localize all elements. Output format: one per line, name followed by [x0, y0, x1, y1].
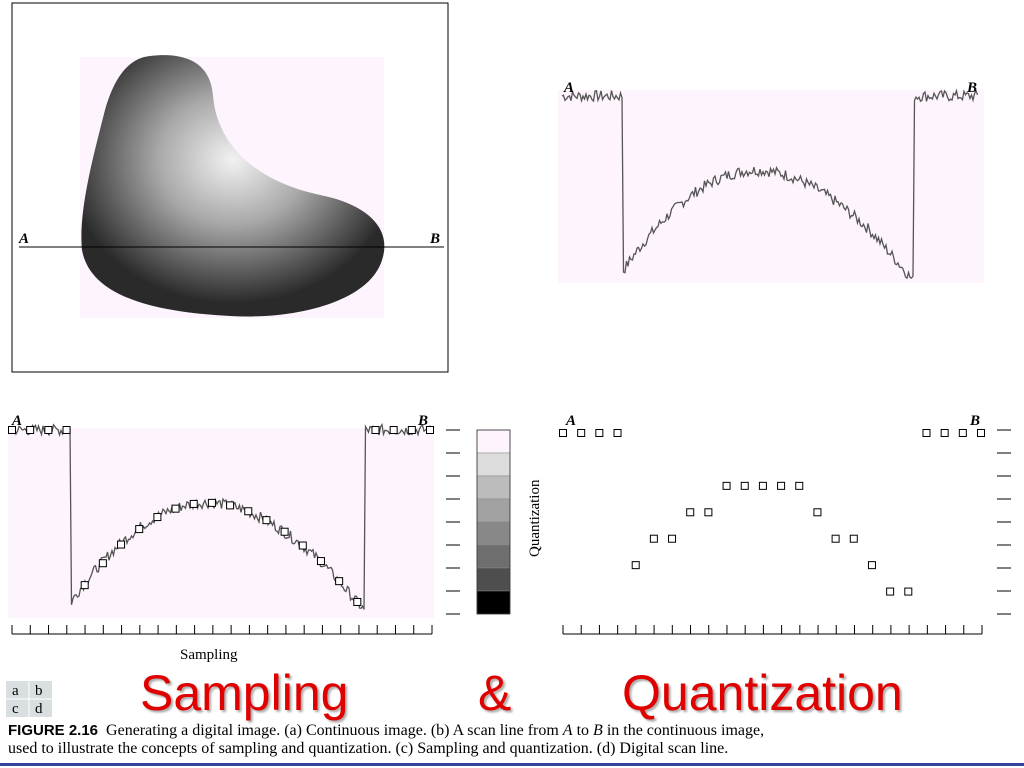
digital-sample-point — [758, 481, 767, 490]
digital-sample-point — [722, 481, 731, 490]
bottom-rule — [0, 763, 1024, 766]
sample-marker — [98, 559, 107, 568]
sample-marker — [62, 426, 71, 434]
digital-sample-point — [849, 534, 858, 543]
sample-marker — [135, 525, 144, 534]
sample-marker — [8, 426, 16, 434]
panel-b: A B — [558, 80, 984, 283]
gray-level-cell — [476, 521, 511, 546]
key-d: d — [35, 701, 43, 717]
gray-level-frame — [476, 429, 511, 615]
sample-marker — [316, 557, 325, 566]
digital-sample-point — [559, 429, 567, 437]
sample-marker — [244, 507, 253, 516]
gray-level-bar — [476, 429, 511, 615]
sample-marker — [262, 516, 271, 525]
sample-marker — [426, 426, 434, 434]
quantization-ticks-d — [997, 429, 1011, 615]
sample-marker — [189, 499, 198, 508]
sample-markers-c — [8, 426, 434, 606]
digital-sample-point — [631, 561, 640, 570]
digital-sample-point — [940, 429, 949, 437]
gray-level-cell — [476, 544, 511, 569]
title-ampersand: & — [478, 665, 512, 721]
sample-marker — [117, 540, 126, 549]
sample-marker — [153, 513, 162, 522]
sampling-axis-d — [562, 625, 983, 635]
digital-sample-point — [904, 587, 913, 596]
caption-line-2: used to illustrate the concepts of sampl… — [8, 740, 729, 757]
gray-level-cell — [476, 429, 511, 454]
digital-sample-point — [922, 429, 931, 437]
sample-marker — [371, 426, 380, 434]
sample-marker — [280, 527, 289, 536]
digital-sample-point — [867, 561, 876, 570]
panel-d-label-a: A — [565, 413, 576, 429]
panel-c-label-b: B — [417, 413, 428, 429]
gray-level-cell — [476, 567, 511, 592]
digital-sample-point — [886, 587, 895, 596]
digital-sample-point — [613, 429, 622, 437]
scan-line-profile-b — [561, 88, 979, 280]
slide-title: Sampling & Quantization — [0, 662, 1024, 728]
sample-marker — [80, 581, 89, 590]
sample-marker — [389, 426, 398, 434]
digital-sample-point — [958, 429, 967, 437]
key-a: a — [12, 683, 19, 699]
figure-label: FIGURE 2.16 — [8, 722, 99, 739]
sample-marker — [171, 504, 180, 513]
gray-level-cell — [476, 475, 511, 500]
quantization-scale: Quantization — [476, 429, 543, 615]
panel-c-label-a: A — [11, 413, 22, 429]
digital-sample-point — [831, 534, 840, 543]
panel-c: A B Sampling — [8, 413, 460, 663]
digital-sample-point — [740, 481, 749, 490]
digital-sample-point — [649, 534, 658, 543]
digital-scan-line-points — [559, 429, 985, 596]
sampling-axis-label: Sampling — [180, 647, 238, 663]
title-sampling: Sampling — [140, 665, 349, 721]
digital-sample-point — [595, 429, 604, 437]
caption-line-1: FIGURE 2.16 Generating a digital image. (… — [8, 722, 765, 739]
sample-marker — [335, 577, 344, 586]
panel-d-label-b: B — [969, 413, 980, 429]
quantization-label: Quantization — [527, 479, 543, 557]
panel-b-label-a: A — [563, 80, 574, 96]
sample-marker — [298, 541, 307, 550]
scan-line-profile-c — [10, 422, 431, 610]
digital-sample-point — [686, 508, 695, 517]
digital-sample-point — [777, 481, 786, 490]
sampling-axis — [11, 625, 433, 635]
panel-a-label-a: A — [18, 231, 29, 247]
gray-level-cell — [476, 590, 511, 615]
figure-caption: FIGURE 2.16 Generating a digital image. (… — [8, 722, 1020, 758]
digital-sample-point — [668, 534, 677, 543]
digital-sample-point — [577, 429, 586, 437]
digital-sample-point — [813, 508, 822, 517]
sample-marker — [207, 498, 216, 507]
gray-level-cell — [476, 498, 511, 523]
digital-sample-point — [795, 481, 804, 490]
key-c: c — [12, 701, 19, 717]
title-quantization: Quantization — [622, 665, 903, 721]
sample-marker — [44, 426, 53, 434]
panel-c-plot-area — [8, 428, 434, 618]
panel-b-label-b: B — [966, 80, 977, 96]
sample-marker — [26, 426, 35, 434]
digital-sample-point — [704, 508, 713, 517]
key-b: b — [35, 683, 43, 699]
continuous-image-blob — [81, 55, 385, 317]
sample-marker — [353, 597, 362, 606]
panel-key-grid: a b c d — [6, 681, 52, 717]
sample-marker — [226, 501, 235, 510]
panel-a: A B — [11, 2, 449, 373]
gray-level-cell — [476, 452, 511, 477]
panel-a-label-b: B — [429, 231, 440, 247]
sample-marker — [407, 426, 416, 434]
digital-sample-point — [977, 429, 985, 437]
quantization-ticks — [446, 429, 460, 615]
panel-d: A B — [559, 413, 1011, 635]
